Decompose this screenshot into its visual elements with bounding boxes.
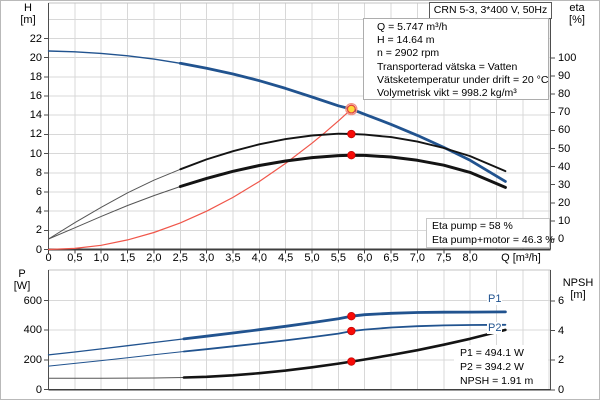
p-tick-label: 0 — [35, 383, 42, 396]
q-tick-label: 1,5 — [119, 252, 136, 264]
h-axis-title: H [m] — [13, 2, 43, 26]
p1-point — [347, 312, 356, 321]
duty-info-box: Q = 5.747 m³/h H = 14.64 m n = 2902 rpm … — [363, 18, 549, 100]
p1-curve-label: P1 — [487, 293, 503, 305]
npsh-tick-label: 0 — [558, 383, 565, 396]
q-tick-label: 4,0 — [251, 252, 267, 264]
eta-results-box: Eta pump = 58 % Eta pump+motor = 46.3 % — [426, 218, 555, 248]
info-line-density: Volymetrisk vikt = 998.2 kg/m³ — [377, 87, 517, 100]
eta-tick-label: 50 — [558, 142, 571, 155]
eta-tick-label: 60 — [558, 124, 571, 137]
q-tick-label: 3,0 — [198, 252, 215, 264]
h-tick-label: 6 — [35, 185, 42, 198]
p2-result: P2 = 394.2 W — [460, 361, 524, 373]
eta-tick-label: 80 — [558, 88, 571, 101]
h-tick-label: 14 — [29, 109, 42, 122]
eta-tick-label: 10 — [558, 214, 571, 227]
h-tick-label: 8 — [35, 166, 42, 179]
h-tick-label: 12 — [29, 128, 42, 141]
eta-axis-title: eta [%] — [559, 2, 595, 26]
eta-pump-motor-curve — [178, 153, 507, 189]
q-tick-label: 8,0 — [462, 252, 478, 264]
npsh-curve — [182, 328, 507, 379]
h-tick-label: 4 — [35, 205, 42, 218]
npsh-axis-label: NPSH — [562, 277, 594, 289]
eta-tick-label: 40 — [558, 160, 571, 173]
eta-tick-label: 20 — [558, 196, 571, 209]
h-tick-label: 16 — [29, 90, 42, 103]
q-tick-label: 7,5 — [436, 252, 452, 264]
q-tick-label: 3,5 — [225, 252, 241, 264]
info-line-liquid: Transporterad vätska = Vatten — [377, 60, 518, 73]
h-axis-label: H — [24, 2, 32, 14]
eta-tick-label: 70 — [558, 106, 571, 119]
eta-pump-result: Eta pump = 58 % — [432, 220, 513, 232]
p2-curve — [182, 323, 507, 353]
eta-pump-curve — [179, 132, 507, 173]
p-tick-label: 600 — [23, 294, 42, 307]
p2-curve-label: P2 — [487, 322, 503, 334]
npsh-tick-label: 4 — [558, 324, 565, 337]
eta-axis-unit: [%] — [569, 14, 585, 26]
h-axis-unit: [m] — [20, 14, 36, 26]
p-axis-title: P [W] — [7, 268, 37, 292]
h-tick-label: 20 — [29, 51, 42, 64]
npsh-result: NPSH = 1.91 m — [460, 375, 534, 387]
p-axis-unit: [W] — [13, 280, 31, 292]
p-axis-label: P — [18, 268, 26, 280]
power-results-box: P1 = 494.1 W P2 = 394.2 W NPSH = 1.91 m — [454, 345, 548, 389]
npsh-axis-title: NPSH [m] — [555, 277, 599, 301]
p-tick-label: 400 — [23, 324, 42, 337]
p1-curve — [182, 310, 507, 341]
eta-axis-label: eta — [569, 2, 585, 14]
q-tick-label: 0,5 — [67, 252, 83, 264]
q-tick-label: 5,0 — [304, 252, 320, 264]
h-tick-label: 18 — [29, 70, 42, 83]
q-tick-label: 2,5 — [172, 252, 188, 264]
info-line-temperature: Vätsketemperatur under drift = 20 °C — [377, 73, 549, 86]
q-tick-label: 5,5 — [330, 252, 346, 264]
h-tick-label: 10 — [29, 147, 42, 160]
npsh-axis-unit: [m] — [570, 289, 586, 301]
eta-tick-label: 100 — [558, 52, 577, 64]
q-tick-label: 2,0 — [146, 252, 162, 264]
q-tick-label: 7,0 — [409, 252, 426, 264]
q-axis-label: Q [m³/h] — [501, 252, 541, 264]
duty-point-marker — [346, 104, 356, 114]
eta-tick-label: 90 — [558, 70, 571, 83]
duty-point-marker-ring — [345, 102, 358, 116]
npsh-tick-label: 6 — [558, 295, 565, 308]
info-line-n: n = 2902 rpm — [377, 47, 440, 60]
h-tick-label: 2 — [35, 224, 42, 237]
eta-pump-point — [347, 129, 356, 139]
h-tick-label: 22 — [29, 32, 42, 45]
info-line-h: H = 14.64 m — [377, 34, 435, 47]
eta-pump-motor-result: Eta pump+motor = 46.3 % — [432, 233, 555, 246]
p2-point — [347, 326, 356, 336]
p1-result: P1 = 494.1 W — [460, 347, 524, 359]
q-tick-label: 4,5 — [277, 252, 294, 264]
q-tick-label: 1,0 — [93, 252, 109, 264]
p-tick-label: 200 — [23, 353, 42, 366]
eta-pump-motor-point — [347, 150, 356, 160]
p1-curve-thin — [47, 311, 507, 356]
q-tick-label: 0 — [45, 252, 52, 264]
h-tick-label: 0 — [35, 243, 42, 256]
q-tick-label: 6,5 — [383, 252, 399, 264]
eta-tick-label: 0 — [558, 233, 565, 245]
eta-tick-label: 30 — [558, 178, 571, 191]
info-line-q: Q = 5.747 m³/h — [377, 21, 448, 33]
chart-title-box: CRN 5-3, 3*400 V, 50Hz — [429, 2, 552, 19]
npsh-tick-label: 2 — [558, 354, 565, 367]
npsh-point — [347, 357, 356, 366]
q-tick-label: 6,0 — [357, 252, 373, 264]
pump-curve — [178, 61, 507, 183]
